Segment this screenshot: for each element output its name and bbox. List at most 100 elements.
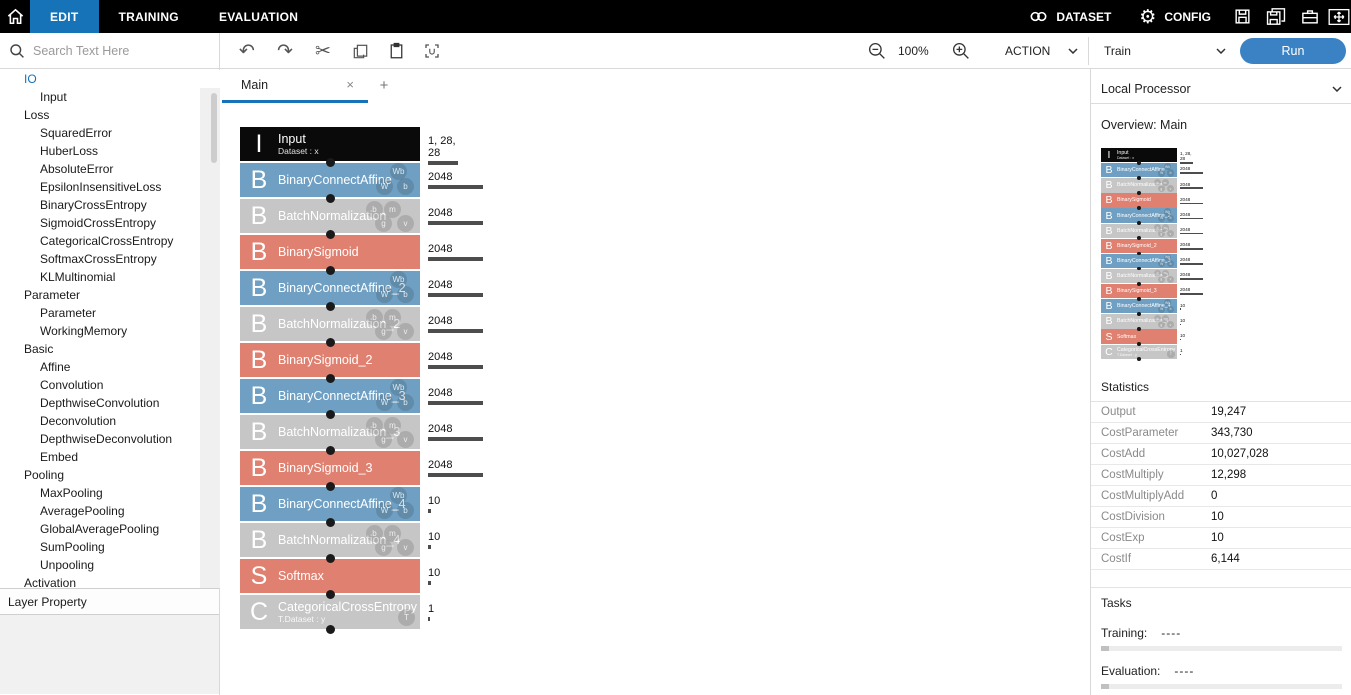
redo-button[interactable]: ↷ [277, 40, 293, 62]
close-tab-icon[interactable]: × [346, 77, 354, 92]
run-mode-dropdown[interactable]: Train [1104, 33, 1226, 69]
copy-button[interactable] [343, 33, 377, 69]
tree-group-parameter[interactable]: Parameter [24, 288, 81, 302]
tree-item-epsiloninsensitiveloss[interactable]: EpsilonInsensitiveLoss [40, 180, 162, 194]
output-size-bar [1179, 263, 1204, 265]
node-title: BinarySigmoid [1116, 197, 1151, 204]
tree-item-categoricalcrossentropy[interactable]: CategoricalCrossEntropy [40, 234, 174, 248]
tab-evaluation[interactable]: EVALUATION [218, 9, 299, 24]
search-input[interactable] [33, 44, 198, 58]
stat-row-output: Output 19,247 [1091, 402, 1351, 423]
node-title: BatchNormalization_2 [1116, 227, 1169, 234]
main-node-binarysigmoid_3[interactable]: B BinarySigmoid_3 [240, 451, 420, 485]
tree-item-deconvolution[interactable]: Deconvolution [40, 414, 117, 428]
stat-value: 6,144 [1211, 553, 1240, 565]
connector-dot [1136, 312, 1141, 316]
tree-scrollbar-thumb[interactable] [211, 93, 217, 163]
tree-item-sigmoidcrossentropy[interactable]: SigmoidCrossEntropy [40, 216, 157, 230]
main-node-batchnormalization[interactable]: B BatchNormalization b m g v [240, 199, 420, 233]
add-tab-button[interactable]: + [379, 77, 389, 94]
paste-button[interactable] [379, 33, 413, 69]
tab-network-main[interactable]: Main × [222, 69, 368, 103]
toolbar-divider [1088, 37, 1089, 65]
zoom-out-button[interactable] [860, 33, 894, 69]
save-as-button[interactable] [1259, 0, 1293, 33]
tree-item-unpooling[interactable]: Unpooling [40, 558, 95, 572]
tree-item-huberloss[interactable]: HuberLoss [40, 144, 99, 158]
output-size-bar [428, 473, 483, 477]
tree-item-parameter[interactable]: Parameter [40, 306, 97, 320]
main-node-categoricalcrossentropy[interactable]: C CategoricalCrossEntropy T.Dataset : y T [240, 595, 420, 629]
tree-item-squarederror[interactable]: SquaredError [40, 126, 113, 140]
output-size-text: 2048 [1179, 211, 1191, 217]
save-icon [1234, 9, 1250, 24]
network-canvas[interactable]: Main × + I Input Dataset : x 1, 28, 28 B Bina… [221, 69, 1090, 695]
output-size-label: 10 [1179, 303, 1185, 311]
tree-item-globalaveragepooling[interactable]: GlobalAveragePooling [40, 522, 160, 536]
node-title: BinarySigmoid_2 [1116, 242, 1157, 249]
tree-item-softmaxcrossentropy[interactable]: SoftmaxCrossEntropy [40, 252, 157, 266]
node-body: BinarySigmoid [1117, 193, 1177, 207]
tab-edit[interactable]: EDIT [30, 0, 99, 33]
tree-scrollbar-track[interactable] [200, 70, 220, 588]
tree-group-io[interactable]: IO [0, 70, 220, 88]
tree-item-embed[interactable]: Embed [40, 450, 79, 464]
tree-group-activation[interactable]: Activation [24, 576, 77, 588]
tree-group-basic[interactable]: Basic [24, 342, 54, 356]
output-size-bar [428, 509, 431, 513]
output-size-bar [428, 401, 483, 405]
tree-item-workingmemory[interactable]: WorkingMemory [40, 324, 128, 338]
connector-dot [325, 157, 335, 167]
processor-dropdown[interactable]: Local Processor [1091, 74, 1351, 104]
tree-item-absoluteerror[interactable]: AbsoluteError [40, 162, 114, 176]
toolbox-button[interactable] [1293, 0, 1327, 33]
main-node-batchnormalization_3[interactable]: B BatchNormalization_3 b m g v [240, 415, 420, 449]
param-badge-g: g [375, 539, 392, 556]
search-box[interactable] [0, 33, 220, 69]
main-node-binarysigmoid_2[interactable]: B BinarySigmoid_2 [240, 343, 420, 377]
node-letter: I [1107, 149, 1111, 162]
param-badge-b: b [1153, 269, 1162, 277]
mini-node-batchnormalization: B BatchNormalization b m g v [1101, 178, 1177, 193]
fit-window-button[interactable] [1327, 0, 1351, 33]
save-button[interactable] [1225, 0, 1259, 33]
tree-item-maxpooling[interactable]: MaxPooling [40, 486, 103, 500]
tree-item-depthwisedeconvolution[interactable]: DepthwiseDeconvolution [40, 432, 173, 446]
main-node-batchnormalization_4[interactable]: B BatchNormalization_4 b m g v [240, 523, 420, 557]
node-title: BatchNormalization_2 [278, 317, 401, 331]
run-button[interactable]: Run [1240, 38, 1346, 64]
tree-group-pooling[interactable]: Pooling [24, 468, 65, 482]
main-node-input[interactable]: I Input Dataset : x [240, 127, 420, 161]
tree-item-affine[interactable]: Affine [40, 360, 71, 374]
main-node-binarysigmoid[interactable]: B BinarySigmoid [240, 235, 420, 269]
main-node-batchnormalization_2[interactable]: B BatchNormalization_2 b m g v [240, 307, 420, 341]
output-size-text: 1, 28, 28 [428, 135, 456, 159]
tree-item-convolution[interactable]: Convolution [40, 378, 104, 392]
action-dropdown[interactable]: ACTION [1005, 33, 1078, 69]
tree-item-binarycrossentropy[interactable]: BinaryCrossEntropy [40, 198, 147, 212]
home-button[interactable] [0, 0, 30, 33]
connector-dot [1136, 266, 1141, 271]
tree-item-input[interactable]: Input [40, 90, 67, 104]
tree-group-loss[interactable]: Loss [24, 108, 50, 122]
connector-dot [325, 373, 335, 383]
tree-item-sumpooling[interactable]: SumPooling [40, 540, 105, 554]
tree-item-depthwiseconvolution[interactable]: DepthwiseConvolution [40, 396, 160, 410]
config-menu[interactable]: ⚙ CONFIG [1139, 5, 1211, 28]
undo-button[interactable]: ↶ [239, 40, 255, 62]
cut-button[interactable]: ✂ [315, 40, 331, 62]
zoom-in-button[interactable] [944, 33, 978, 69]
tree-item-averagepooling[interactable]: AveragePooling [40, 504, 125, 518]
main-node-softmax[interactable]: S Softmax [240, 559, 420, 593]
tree-item-klmultinomial[interactable]: KLMultinomial [40, 270, 116, 284]
dataset-menu[interactable]: DATASET [1015, 9, 1125, 24]
output-size-label: 2048 [1179, 227, 1204, 235]
tab-training[interactable]: TRAINING [118, 9, 179, 24]
layer-property-header[interactable]: Layer Property [0, 588, 219, 615]
create-unit-button[interactable] [415, 33, 449, 69]
